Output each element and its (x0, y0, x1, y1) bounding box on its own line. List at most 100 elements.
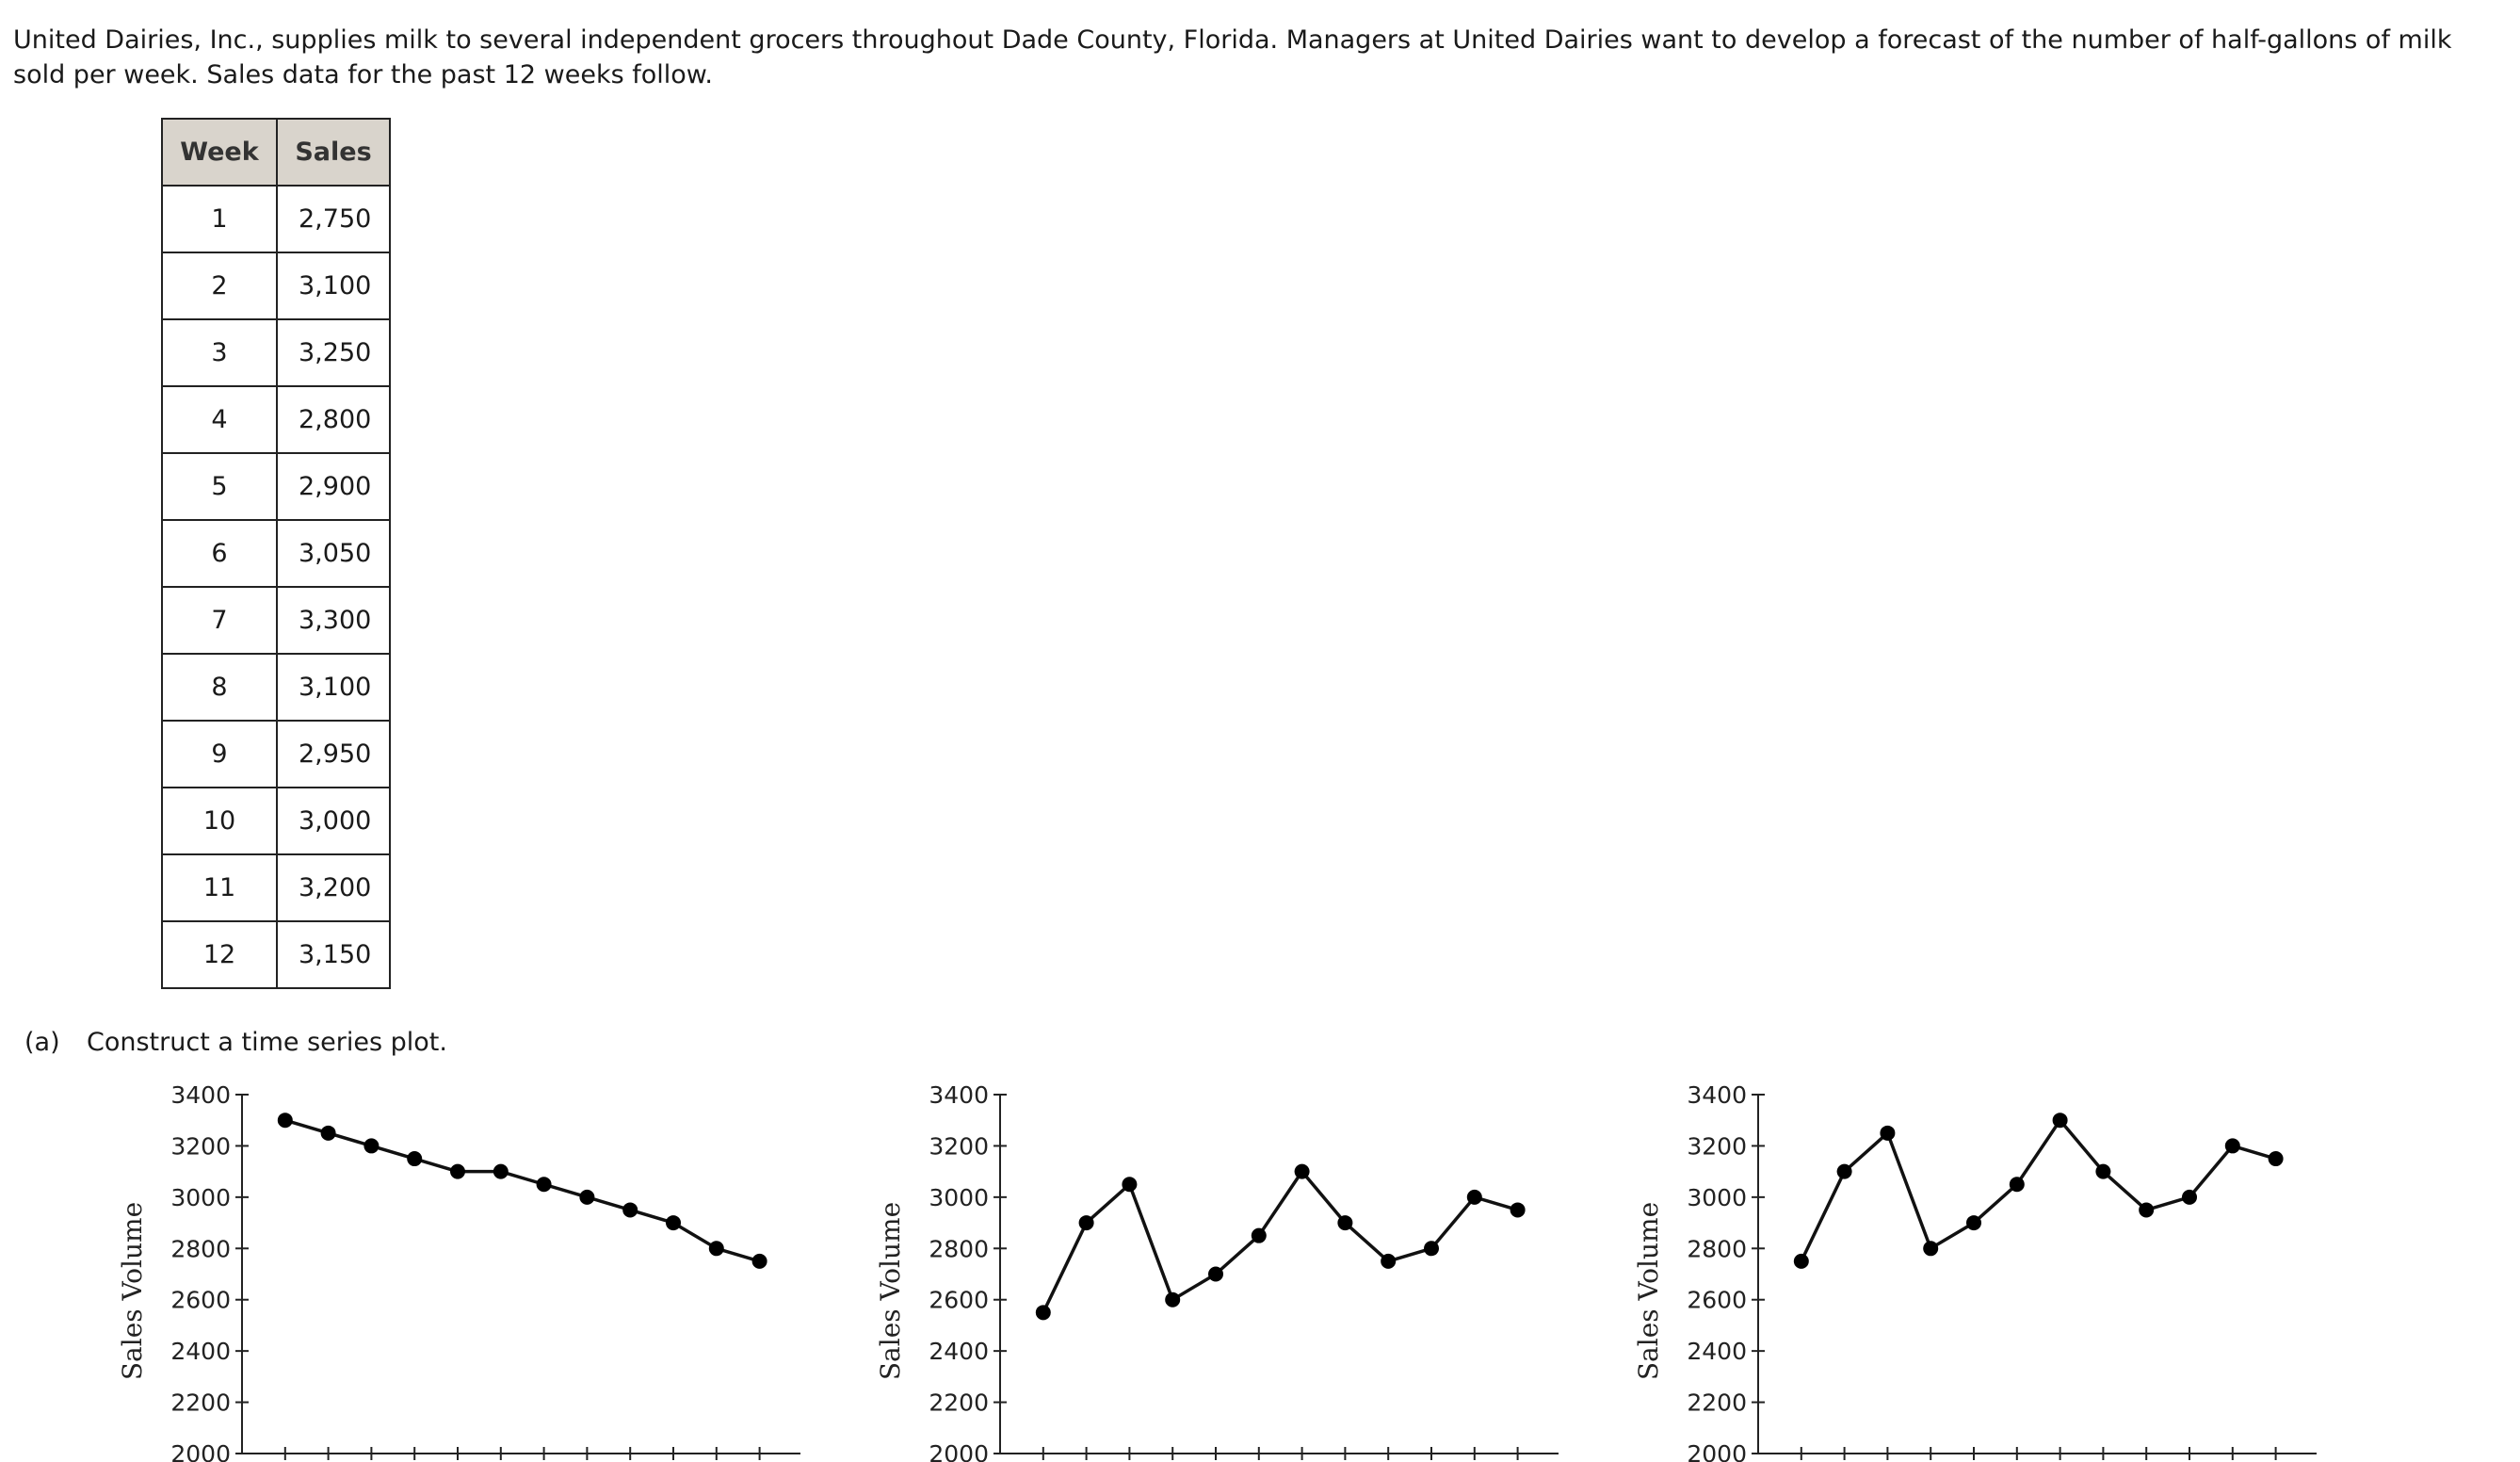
y-tick-label: 2200 (1687, 1389, 1747, 1417)
data-point (1923, 1241, 1939, 1257)
data-point (277, 1113, 293, 1129)
week-cell: 5 (161, 452, 278, 521)
table-row: 10 3,000 (161, 787, 391, 855)
table-row: 11 3,200 (161, 853, 391, 922)
data-point (1966, 1215, 1981, 1231)
table-header-row: Week Sales (161, 118, 391, 187)
time-series-plot-option-2[interactable]: 2000220024002600280030003200340001234567… (852, 1074, 1568, 1462)
y-tick-label: 2600 (170, 1287, 231, 1314)
data-point (1165, 1291, 1181, 1308)
table-row: 6 3,050 (161, 519, 391, 588)
y-tick-label: 2800 (170, 1235, 231, 1262)
y-tick-label: 3200 (170, 1132, 231, 1160)
sales-cell: 2,750 (276, 185, 391, 253)
y-axis-label: Sales Volume (1633, 1202, 1664, 1380)
time-series-plot-option-3[interactable]: 2000220024002600280030003200340001234567… (1610, 1074, 2326, 1462)
y-tick-label: 3400 (170, 1081, 231, 1109)
data-point (2139, 1202, 2155, 1218)
y-tick-label: 2800 (1687, 1235, 1747, 1262)
series-line (284, 1118, 761, 1263)
data-point (493, 1163, 509, 1179)
week-cell: 7 (161, 586, 278, 655)
series-line (1042, 1169, 1519, 1314)
data-point (1035, 1305, 1051, 1321)
data-point (1337, 1215, 1353, 1231)
y-tick-label: 2400 (1687, 1338, 1747, 1365)
table-row: 4 2,800 (161, 385, 391, 454)
data-point (1078, 1215, 1094, 1231)
part-a-text: Construct a time series plot. (87, 1028, 447, 1057)
time-series-plot-option-1[interactable]: 2000220024002600280030003200340001234567… (94, 1074, 810, 1462)
table-row: 12 3,150 (161, 920, 391, 989)
y-tick-label: 2200 (170, 1389, 231, 1417)
y-tick-label: 3200 (1687, 1132, 1747, 1160)
data-point (2182, 1189, 2197, 1205)
problem-intro: United Dairies, Inc., supplies milk to s… (13, 25, 2452, 89)
week-cell: 4 (161, 385, 278, 454)
y-tick-label: 2400 (929, 1338, 989, 1365)
sales-cell: 3,200 (276, 853, 391, 922)
data-point (1793, 1253, 1809, 1269)
y-axis-label: Sales Volume (875, 1202, 906, 1380)
data-point (1424, 1241, 1439, 1257)
sales-cell: 3,150 (276, 920, 391, 989)
sales-cell: 3,300 (276, 586, 391, 655)
week-cell: 1 (161, 185, 278, 253)
data-point (708, 1241, 724, 1257)
y-tick-label: 3000 (929, 1184, 989, 1211)
part-a-prompt: (a) Construct a time series plot. (24, 1028, 447, 1057)
data-point (1836, 1163, 1852, 1179)
data-point (622, 1202, 638, 1218)
y-tick-label: 3400 (929, 1081, 989, 1109)
part-a-label: (a) (24, 1028, 60, 1057)
data-point (450, 1163, 465, 1179)
header-week: Week (161, 118, 278, 187)
week-cell: 6 (161, 519, 278, 588)
week-cell: 12 (161, 920, 278, 989)
y-axis-label: Sales Volume (117, 1202, 148, 1380)
data-point (1510, 1202, 1526, 1218)
data-point (2268, 1151, 2284, 1167)
data-point (536, 1177, 552, 1193)
sales-cell: 2,900 (276, 452, 391, 521)
week-cell: 8 (161, 653, 278, 722)
header-sales: Sales (276, 118, 391, 187)
week-cell: 11 (161, 853, 278, 922)
data-point (1381, 1253, 1397, 1269)
data-point (666, 1215, 681, 1231)
sales-cell: 3,000 (276, 787, 391, 855)
sales-cell: 2,950 (276, 720, 391, 788)
table-row: 2 3,100 (161, 252, 391, 320)
week-cell: 2 (161, 252, 278, 320)
data-point (1880, 1125, 1896, 1141)
table-row: 7 3,300 (161, 586, 391, 655)
y-tick-label: 2400 (170, 1338, 231, 1365)
table-row: 5 2,900 (161, 452, 391, 521)
sales-cell: 3,100 (276, 252, 391, 320)
sales-cell: 2,800 (276, 385, 391, 454)
y-tick-label: 3400 (1687, 1081, 1747, 1109)
data-point (579, 1189, 595, 1205)
series-line (1800, 1118, 2277, 1262)
y-tick-label: 2800 (929, 1235, 989, 1262)
y-tick-label: 2000 (1687, 1440, 1747, 1462)
y-tick-label: 2200 (929, 1389, 989, 1417)
data-point (1294, 1163, 1310, 1179)
y-tick-label: 2600 (929, 1287, 989, 1314)
sales-cell: 3,050 (276, 519, 391, 588)
data-point (1466, 1189, 1482, 1205)
week-cell: 3 (161, 318, 278, 387)
table-row: 1 2,750 (161, 185, 391, 253)
sales-cell: 3,250 (276, 318, 391, 387)
y-tick-label: 2000 (170, 1440, 231, 1462)
sales-table: Week Sales 1 2,750 2 3,100 3 3,250 4 2,800 5 2,90… (161, 118, 391, 989)
sales-cell: 3,100 (276, 653, 391, 722)
data-point (751, 1253, 767, 1269)
data-point (1122, 1177, 1138, 1193)
table-row: 9 2,950 (161, 720, 391, 788)
y-tick-label: 2000 (929, 1440, 989, 1462)
data-point (1251, 1227, 1267, 1243)
week-cell: 9 (161, 720, 278, 788)
data-point (2095, 1163, 2111, 1179)
data-point (407, 1151, 423, 1167)
